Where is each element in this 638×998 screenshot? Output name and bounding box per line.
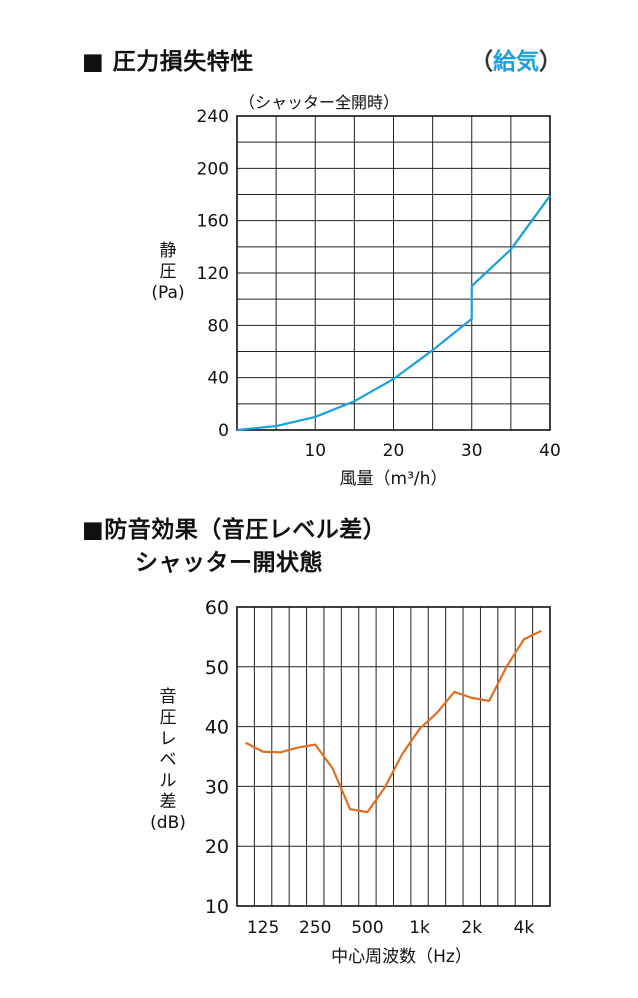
- y-tick-label: 20: [205, 836, 229, 858]
- x-tick-label: 2k: [461, 918, 482, 938]
- supply-air-tag: （給気）: [470, 42, 562, 76]
- tag-open-paren: （: [470, 49, 493, 75]
- y-tick-label: 120: [197, 264, 229, 284]
- y-axis-label: 音: [160, 687, 177, 707]
- y-axis-label: (Pa): [151, 283, 184, 303]
- y-tick-label: 60: [205, 597, 229, 619]
- y-tick-label: 50: [205, 657, 229, 679]
- y-axis-label: 差: [160, 792, 177, 812]
- y-tick-label: 160: [197, 212, 229, 232]
- x-tick-label: 20: [383, 441, 405, 461]
- y-axis-label: レ: [160, 729, 177, 749]
- tag-close-paren: ）: [539, 49, 562, 75]
- y-axis-label: (dB): [150, 813, 186, 833]
- pressure-loss-heading: ■ 圧力損失特性: [82, 49, 254, 75]
- plot-frame: [236, 606, 551, 907]
- x-tick-label: 10: [304, 441, 326, 461]
- x-tick-label: 125: [247, 918, 279, 938]
- sound-insulation-heading: ■防音効果（音圧レベル差）: [82, 517, 387, 543]
- x-tick-label: 500: [351, 918, 383, 938]
- y-axis-label: ル: [160, 771, 177, 791]
- sound-insulation-subheading: シャッター開状態: [135, 550, 323, 576]
- x-tick-label: 30: [461, 441, 483, 461]
- sound-level-line: [245, 629, 542, 814]
- y-tick-label: 200: [197, 159, 229, 179]
- y-tick-label: 0: [218, 421, 229, 441]
- y-tick-label: 10: [205, 896, 229, 918]
- y-axis-label: 圧: [160, 262, 177, 282]
- y-tick-label: 240: [197, 107, 229, 127]
- plot-frame: [236, 115, 551, 431]
- pressure-loss-line: [236, 195, 551, 432]
- y-tick-label: 30: [205, 776, 229, 798]
- y-axis-label: ベ: [160, 750, 177, 770]
- y-axis-label: 静: [160, 241, 177, 261]
- x-tick-label: 4k: [514, 918, 535, 938]
- x-tick-label: 40: [539, 441, 561, 461]
- y-axis-label: 圧: [160, 708, 177, 728]
- x-axis-label: 中心周波数（Hz）: [331, 947, 472, 967]
- y-tick-label: 80: [207, 316, 229, 336]
- chart-annotation: （シャッター全開時）: [239, 93, 399, 112]
- x-tick-label: 1k: [409, 918, 430, 938]
- x-axis-label: 風量（m³/h）: [340, 469, 448, 489]
- y-tick-label: 40: [205, 717, 229, 739]
- tag-text: 給気: [493, 49, 539, 75]
- x-tick-label: 250: [299, 918, 331, 938]
- y-tick-label: 40: [207, 369, 229, 389]
